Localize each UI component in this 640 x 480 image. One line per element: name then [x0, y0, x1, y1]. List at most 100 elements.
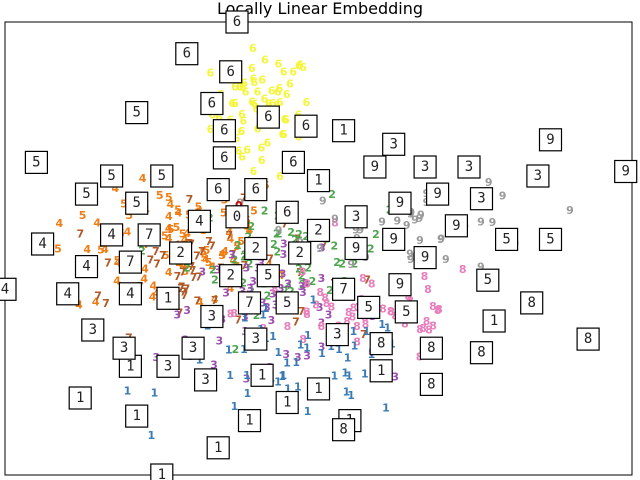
- digit-point-6: 6: [299, 61, 307, 74]
- digit-point-6: 6: [238, 150, 246, 163]
- digit-point-3: 3: [243, 372, 251, 385]
- thumbnail-frame: [275, 291, 299, 315]
- thumbnail-digit: 3: [201, 372, 209, 388]
- digit-point-1: 1: [309, 293, 317, 306]
- digit-point-6: 6: [237, 125, 245, 138]
- digit-point-6: 6: [207, 123, 215, 136]
- thumbnail-digit: 9: [452, 218, 460, 234]
- digit-point-8: 8: [425, 323, 433, 336]
- digit-point-7: 7: [298, 305, 306, 318]
- digit-thumbnail-4: 4: [187, 209, 211, 233]
- thumbnail-digit: 6: [289, 154, 297, 170]
- thumbnail-digit: 5: [264, 268, 272, 284]
- thumbnail-digit: 1: [339, 123, 347, 139]
- digit-point-7: 7: [208, 240, 216, 253]
- digit-point-1: 1: [351, 340, 359, 353]
- digit-point-2: 2: [295, 228, 303, 241]
- digit-thumbnail-6: 6: [256, 105, 280, 129]
- digit-point-2: 2: [281, 285, 289, 298]
- thumbnail-digit: 3: [252, 331, 260, 347]
- digit-thumbnail-9: 9: [363, 155, 387, 179]
- digit-point-4: 4: [140, 273, 148, 286]
- digit-point-2: 2: [239, 277, 247, 290]
- digit-thumbnail-4: 4: [56, 282, 80, 306]
- digit-point-4: 4: [93, 217, 101, 230]
- thumbnail-frame: [244, 178, 268, 202]
- digit-point-6: 6: [273, 98, 281, 111]
- digit-point-9: 9: [406, 248, 414, 261]
- thumbnail-frame: [206, 436, 230, 460]
- digit-thumbnail-1: 1: [275, 390, 299, 415]
- digit-point-6: 6: [289, 65, 297, 78]
- thumbnail-digit: 6: [208, 96, 216, 112]
- thumbnail-digit: 6: [226, 64, 234, 80]
- thumbnail-digit: 8: [527, 295, 535, 311]
- thumbnail-digit: 9: [433, 186, 441, 202]
- thumbnail-digit: 3: [352, 209, 360, 225]
- digit-thumbnail-9: 9: [388, 273, 412, 297]
- digit-thumbnail-9: 9: [444, 214, 468, 238]
- digit-point-4: 4: [211, 293, 219, 306]
- digit-point-7: 7: [181, 289, 189, 302]
- digit-point-2: 2: [183, 262, 191, 275]
- digit-point-4: 4: [165, 210, 173, 223]
- digit-point-3: 3: [210, 358, 218, 371]
- digit-point-4: 4: [92, 295, 100, 308]
- digit-point-9: 9: [316, 242, 324, 255]
- digit-point-2: 2: [330, 240, 338, 253]
- thumbnail-digit: 5: [132, 105, 140, 121]
- thumbnail-frame: [150, 463, 174, 480]
- digit-thumbnail-4: 4: [74, 255, 99, 279]
- digit-thumbnail-1: 1: [369, 359, 393, 383]
- digit-point-6: 6: [281, 113, 289, 126]
- thumbnail-frame: [219, 264, 243, 288]
- digit-point-9: 9: [347, 258, 355, 271]
- digit-thumbnail-8: 8: [419, 336, 443, 360]
- digit-point-1: 1: [327, 340, 335, 353]
- digit-thumbnail-4: 4: [31, 232, 55, 256]
- digit-point-6: 6: [268, 85, 276, 98]
- thumbnail-digit: 7: [245, 295, 253, 311]
- digit-point-1: 1: [274, 346, 282, 359]
- thumbnail-digit: 6: [302, 118, 310, 134]
- digit-point-3: 3: [280, 248, 288, 261]
- thumbnail-frame: [306, 218, 331, 242]
- digit-point-6: 6: [215, 111, 223, 124]
- thumbnail-digit: 3: [208, 309, 216, 325]
- digit-point-8: 8: [387, 306, 395, 319]
- digit-thumbnail-9: 9: [614, 159, 638, 184]
- digit-point-2: 2: [261, 204, 269, 217]
- digit-point-3: 3: [284, 278, 292, 291]
- digit-thumbnail-6: 6: [225, 10, 249, 34]
- digit-point-6: 6: [286, 78, 294, 91]
- digit-point-8: 8: [416, 323, 424, 336]
- digit-thumbnail-5: 5: [256, 264, 280, 288]
- digit-point-3: 3: [325, 309, 333, 322]
- digit-point-3: 3: [298, 280, 306, 293]
- digit-point-2: 2: [328, 188, 336, 201]
- digit-point-5: 5: [203, 244, 211, 257]
- digit-point-5: 5: [167, 223, 175, 236]
- thumbnail-digit: 8: [377, 336, 385, 352]
- digit-point-3: 3: [259, 297, 267, 310]
- digit-point-8: 8: [303, 308, 311, 321]
- thumbnail-frame: [325, 323, 349, 347]
- digit-thumbnail-5: 5: [125, 191, 149, 215]
- thumbnail-frame: [225, 10, 249, 34]
- digit-point-1: 1: [345, 369, 353, 382]
- digit-point-6: 6: [276, 96, 284, 109]
- digit-point-2: 2: [209, 264, 217, 277]
- thumbnail-frame: [181, 336, 205, 360]
- thumbnail-digit: 1: [258, 367, 266, 383]
- digit-thumbnail-5: 5: [538, 227, 563, 251]
- digit-point-4: 4: [149, 290, 157, 303]
- digit-point-7: 7: [183, 283, 191, 296]
- digit-point-3: 3: [316, 301, 324, 314]
- thumbnail-frame: [175, 42, 199, 66]
- digit-thumbnail-5: 5: [476, 268, 500, 292]
- digit-point-8: 8: [318, 320, 326, 333]
- thumbnail-frame: [112, 336, 136, 360]
- thumbnail-frame: [206, 178, 230, 202]
- digit-point-7: 7: [234, 314, 242, 327]
- digit-point-6: 6: [239, 114, 247, 127]
